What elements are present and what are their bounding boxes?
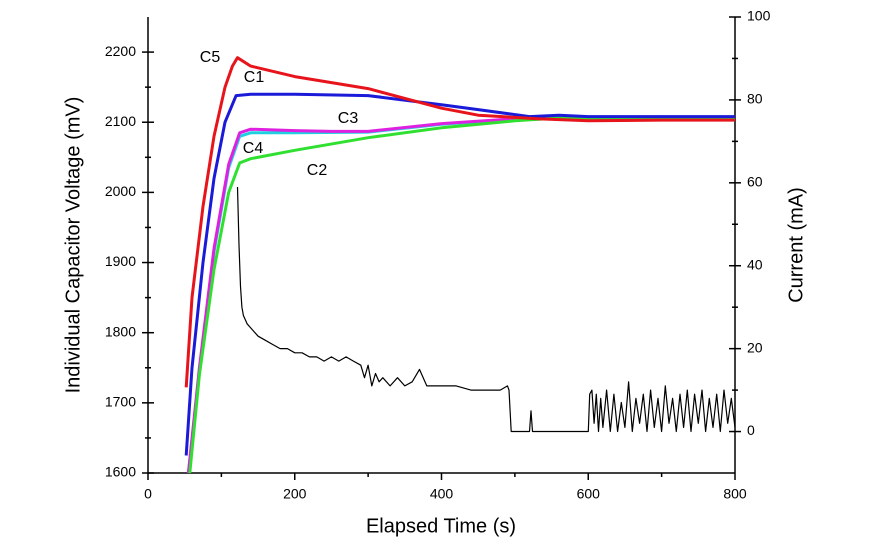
x-tick-label: 800	[723, 486, 747, 502]
y-tick-label: 1600	[105, 464, 136, 480]
y-tick-label: 2000	[105, 183, 136, 199]
x-tick-label: 400	[430, 486, 454, 502]
y2-axis-title: Current (mA)	[785, 187, 807, 303]
y-tick-label: 1700	[105, 394, 136, 410]
y-tick-label: 2200	[105, 43, 136, 59]
y-tick-label: 2100	[105, 113, 136, 129]
series-label: C3	[338, 110, 359, 127]
y2-tick-label: 0	[747, 422, 755, 438]
series-label: C1	[244, 69, 265, 86]
series-line	[236, 186, 736, 433]
x-tick-label: 0	[144, 486, 152, 502]
x-tick-label: 600	[577, 486, 601, 502]
series-line	[184, 92, 735, 456]
y-axis-title: Individual Capacitor Voltage (mV)	[62, 97, 84, 394]
x-tick-label: 200	[283, 486, 307, 502]
y2-tick-label: 80	[747, 91, 763, 107]
y2-tick-label: 40	[747, 256, 763, 272]
series-label: C5	[200, 49, 221, 66]
y2-tick-label: 20	[747, 339, 763, 355]
series-label: C4	[243, 140, 264, 157]
series-line	[184, 56, 735, 388]
y2-tick-label: 100	[747, 8, 771, 24]
y-tick-label: 1800	[105, 323, 136, 339]
y-tick-label: 1900	[105, 253, 136, 269]
x-axis-title: Elapsed Time (s)	[366, 515, 516, 537]
series-label: C2	[307, 162, 328, 179]
y2-tick-label: 60	[747, 174, 763, 190]
